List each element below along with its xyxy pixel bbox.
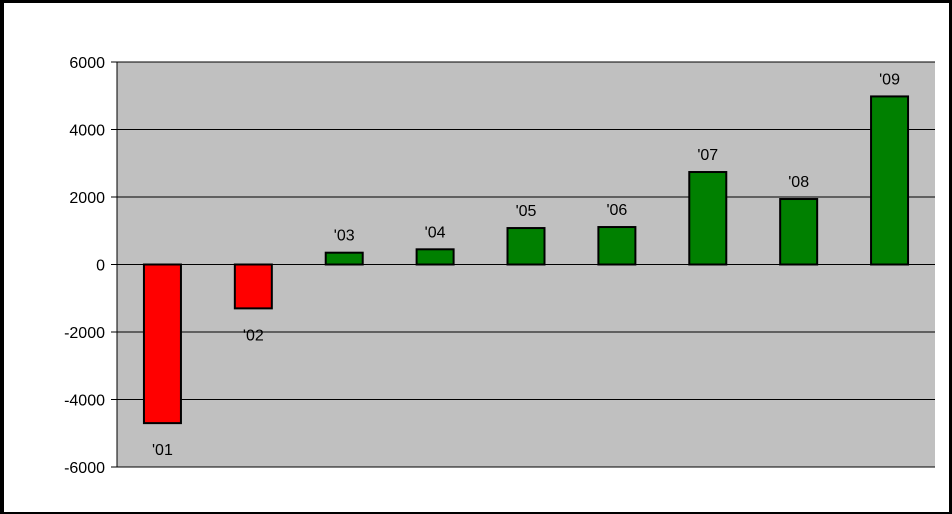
- bar-05: [506, 227, 546, 266]
- bar-01: [142, 263, 182, 425]
- bar-08: [779, 198, 819, 266]
- y-tick-label: 0: [96, 258, 105, 275]
- bars: [142, 95, 910, 425]
- bar-04: [415, 248, 455, 266]
- data-labels: '01 '02 '03 '04 '05 '06 '07 '08 '09: [152, 71, 900, 459]
- y-tick-label: -4000: [64, 393, 105, 410]
- bar-label: '06: [606, 202, 627, 219]
- bar-label: '02: [243, 327, 264, 344]
- bar-label: '07: [697, 147, 718, 164]
- y-tick-label: -6000: [64, 460, 105, 477]
- y-tick-label: 4000: [69, 123, 105, 140]
- bar-06: [597, 226, 637, 266]
- bar-03: [324, 251, 364, 266]
- bar-09: [870, 95, 910, 266]
- y-tick-label: 2000: [69, 190, 105, 207]
- bar-label: '05: [516, 203, 537, 220]
- bar-07: [688, 171, 728, 266]
- bar-label: '03: [334, 228, 355, 245]
- bar-label: '08: [788, 174, 809, 191]
- y-axis: 6000 4000 2000 0 -2000 -4000 -6000: [64, 55, 118, 477]
- bar-02: [233, 263, 273, 310]
- y-tick-label: 6000: [69, 55, 105, 72]
- y-tick-label: -2000: [64, 325, 105, 342]
- bar-label: '04: [425, 224, 446, 241]
- bar-label: '09: [879, 71, 900, 88]
- bar-label: '01: [152, 442, 173, 459]
